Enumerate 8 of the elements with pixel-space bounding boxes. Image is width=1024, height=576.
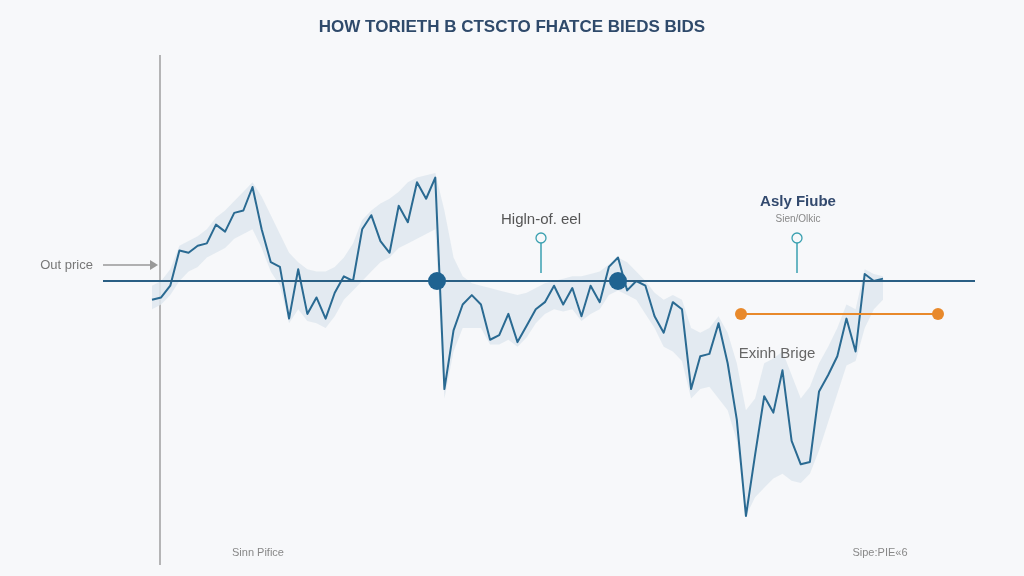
text: Out price <box>40 257 93 272</box>
annotation: Asly Fiube <box>760 192 836 209</box>
text: Sinn Pifice <box>232 546 284 558</box>
text: Sipe:PIE«6 <box>852 546 908 558</box>
annotation: Sien/Olkic <box>775 213 821 224</box>
chart-title: HOW TORIETH B CTSCTO FHATCE BIEDS BIDS <box>318 17 706 36</box>
annotation: Higln-of. eel <box>500 210 582 227</box>
ref-line-label: Exinh Brige <box>738 343 816 361</box>
